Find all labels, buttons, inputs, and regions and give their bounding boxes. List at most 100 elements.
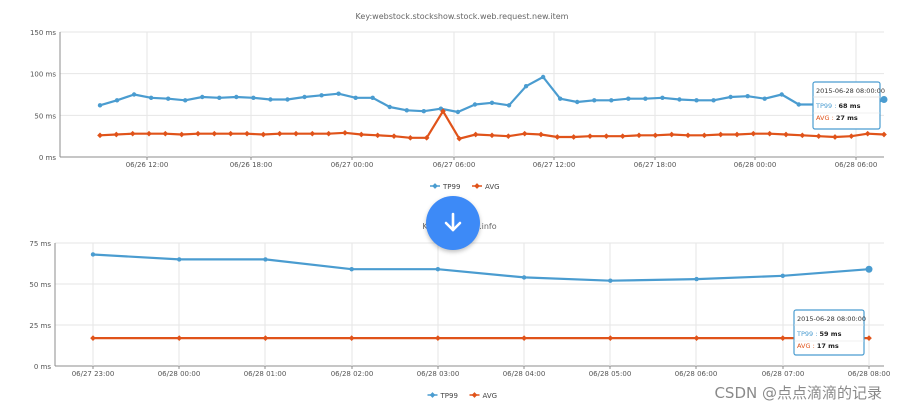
data-point-avg[interactable] xyxy=(717,131,724,138)
data-point-avg[interactable] xyxy=(262,335,269,341)
data-point-tp99[interactable] xyxy=(521,275,527,280)
data-point-avg[interactable] xyxy=(244,130,250,137)
data-point-avg[interactable] xyxy=(146,130,152,137)
data-point-avg[interactable] xyxy=(505,133,512,139)
data-point-tp99[interactable] xyxy=(90,252,96,257)
data-point-tp99[interactable] xyxy=(745,93,750,99)
data-point-avg[interactable] xyxy=(866,335,872,341)
data-point-avg[interactable] xyxy=(554,134,561,140)
data-point-tp99[interactable] xyxy=(608,278,613,283)
data-point-tp99[interactable] xyxy=(435,267,441,272)
data-point-tp99[interactable] xyxy=(302,94,307,100)
data-point-avg[interactable] xyxy=(779,335,786,341)
data-point-avg[interactable] xyxy=(407,135,414,141)
data-point-tp99[interactable] xyxy=(97,103,103,108)
data-point-tp99[interactable] xyxy=(660,95,665,101)
data-point-tp99[interactable] xyxy=(643,96,648,101)
data-point-avg[interactable] xyxy=(783,131,789,138)
data-point-avg[interactable] xyxy=(293,130,299,137)
data-point-avg[interactable] xyxy=(848,133,855,139)
data-point-avg[interactable] xyxy=(815,133,822,139)
data-point-tp99[interactable] xyxy=(387,104,392,110)
data-point-avg[interactable] xyxy=(693,335,700,341)
data-point-avg[interactable] xyxy=(456,135,463,142)
data-point-tp99[interactable] xyxy=(131,92,137,97)
data-point-tp99[interactable] xyxy=(677,97,682,102)
data-point-tp99[interactable] xyxy=(177,257,182,262)
data-point-tp99[interactable] xyxy=(268,97,273,102)
data-point-tp99[interactable] xyxy=(404,108,409,113)
data-point-avg[interactable] xyxy=(374,132,381,139)
data-point-tp99[interactable] xyxy=(880,96,888,103)
data-point-avg[interactable] xyxy=(619,133,626,139)
data-point-avg[interactable] xyxy=(348,335,355,341)
data-point-tp99[interactable] xyxy=(114,98,120,103)
data-point-tp99[interactable] xyxy=(336,91,341,96)
data-point-avg[interactable] xyxy=(358,131,365,138)
data-point-tp99[interactable] xyxy=(592,98,597,103)
data-point-tp99[interactable] xyxy=(694,276,699,282)
data-point-tp99[interactable] xyxy=(711,98,716,103)
data-point-avg[interactable] xyxy=(832,134,838,140)
data-point-avg[interactable] xyxy=(603,133,610,139)
data-point-avg[interactable] xyxy=(309,130,316,137)
data-point-avg[interactable] xyxy=(342,130,348,136)
data-point-avg[interactable] xyxy=(652,132,659,139)
data-point-tp99[interactable] xyxy=(285,97,290,102)
data-point-avg[interactable] xyxy=(799,132,806,139)
data-point-avg[interactable] xyxy=(178,131,185,138)
data-point-avg[interactable] xyxy=(521,130,528,137)
data-point-avg[interactable] xyxy=(685,132,691,139)
data-point-tp99[interactable] xyxy=(349,267,354,272)
data-point-tp99[interactable] xyxy=(319,93,324,98)
data-point-tp99[interactable] xyxy=(251,95,256,101)
data-point-avg[interactable] xyxy=(607,335,614,341)
data-point-avg[interactable] xyxy=(195,130,201,137)
data-point-avg[interactable] xyxy=(734,131,740,138)
data-point-tp99[interactable] xyxy=(148,95,154,101)
data-point-tp99[interactable] xyxy=(506,103,512,108)
data-point-avg[interactable] xyxy=(636,132,642,139)
data-point-avg[interactable] xyxy=(325,130,332,137)
data-point-avg[interactable] xyxy=(97,132,103,139)
data-point-avg[interactable] xyxy=(538,131,544,138)
data-point-tp99[interactable] xyxy=(779,92,784,97)
data-point-tp99[interactable] xyxy=(200,94,205,100)
data-point-avg[interactable] xyxy=(864,130,871,137)
data-point-avg[interactable] xyxy=(750,130,757,137)
data-point-avg[interactable] xyxy=(440,108,446,114)
data-point-tp99[interactable] xyxy=(609,98,614,103)
data-point-tp99[interactable] xyxy=(796,102,801,107)
data-point-tp99[interactable] xyxy=(165,96,171,101)
data-point-avg[interactable] xyxy=(587,133,593,139)
data-point-avg[interactable] xyxy=(489,132,495,139)
data-point-avg[interactable] xyxy=(129,130,136,137)
data-point-tp99[interactable] xyxy=(421,108,427,114)
data-point-tp99[interactable] xyxy=(183,98,188,103)
data-point-avg[interactable] xyxy=(211,130,218,137)
data-point-avg[interactable] xyxy=(90,335,96,341)
data-point-avg[interactable] xyxy=(176,335,183,341)
data-point-avg[interactable] xyxy=(423,135,430,141)
data-point-tp99[interactable] xyxy=(694,98,699,103)
data-point-tp99[interactable] xyxy=(455,109,461,115)
data-point-tp99[interactable] xyxy=(234,94,239,100)
data-point-tp99[interactable] xyxy=(217,95,222,101)
data-point-tp99[interactable] xyxy=(780,273,785,278)
data-point-tp99[interactable] xyxy=(865,265,873,273)
data-point-tp99[interactable] xyxy=(762,96,767,101)
data-point-avg[interactable] xyxy=(113,131,120,138)
data-point-tp99[interactable] xyxy=(540,74,546,80)
data-point-avg[interactable] xyxy=(162,130,169,137)
data-point-tp99[interactable] xyxy=(523,83,529,89)
data-point-tp99[interactable] xyxy=(370,95,375,101)
data-point-tp99[interactable] xyxy=(728,94,733,100)
data-point-avg[interactable] xyxy=(391,133,397,139)
data-point-avg[interactable] xyxy=(472,131,479,138)
data-point-tp99[interactable] xyxy=(472,102,478,107)
data-point-tp99[interactable] xyxy=(489,100,495,106)
data-point-tp99[interactable] xyxy=(575,99,580,105)
data-point-avg[interactable] xyxy=(260,131,267,138)
data-point-avg[interactable] xyxy=(227,130,234,137)
data-point-avg[interactable] xyxy=(570,134,577,140)
